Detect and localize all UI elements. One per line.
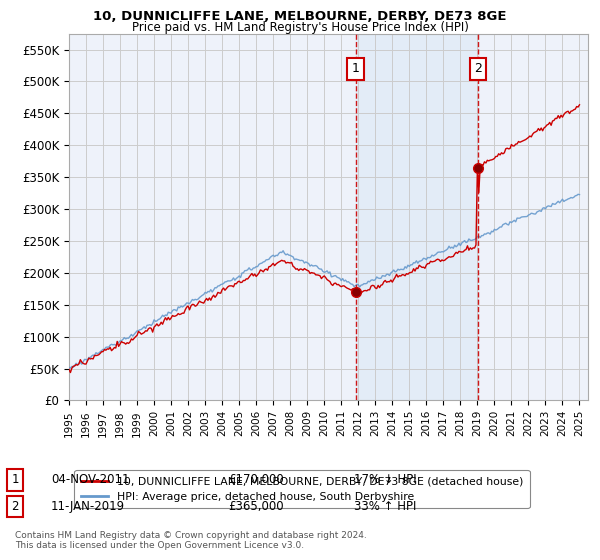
Text: £170,000: £170,000 <box>228 473 284 487</box>
Text: 17% ↓ HPI: 17% ↓ HPI <box>354 473 416 487</box>
Legend: 10, DUNNICLIFFE LANE, MELBOURNE, DERBY, DE73 8GE (detached house), HPI: Average : 10, DUNNICLIFFE LANE, MELBOURNE, DERBY, … <box>74 470 530 508</box>
Text: 33% ↑ HPI: 33% ↑ HPI <box>354 500 416 514</box>
Text: 2: 2 <box>11 500 19 514</box>
Text: 1: 1 <box>11 473 19 487</box>
Text: 1: 1 <box>352 62 359 75</box>
Text: £365,000: £365,000 <box>228 500 284 514</box>
Bar <box>356 34 478 400</box>
Text: 2: 2 <box>474 62 482 75</box>
Text: Contains HM Land Registry data © Crown copyright and database right 2024.
This d: Contains HM Land Registry data © Crown c… <box>15 531 367 550</box>
Text: 10, DUNNICLIFFE LANE, MELBOURNE, DERBY, DE73 8GE: 10, DUNNICLIFFE LANE, MELBOURNE, DERBY, … <box>93 10 507 23</box>
Text: Price paid vs. HM Land Registry's House Price Index (HPI): Price paid vs. HM Land Registry's House … <box>131 21 469 34</box>
Text: 04-NOV-2011: 04-NOV-2011 <box>51 473 130 487</box>
Text: 11-JAN-2019: 11-JAN-2019 <box>51 500 125 514</box>
